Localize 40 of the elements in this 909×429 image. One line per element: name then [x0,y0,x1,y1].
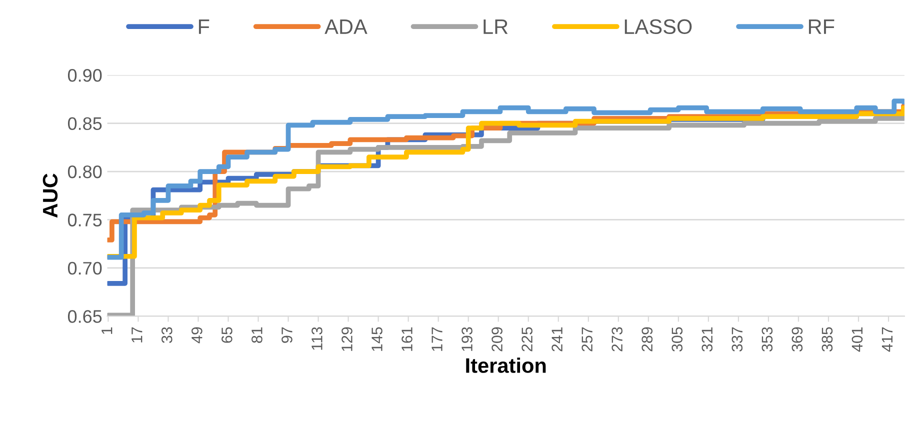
x-tick-label: 289 [642,327,653,352]
y-tick-label: 0.70 [68,262,102,275]
y-tick-label: 0.85 [68,117,102,130]
x-tick-label: 193 [462,327,472,351]
x-tick-label: 97 [282,327,292,343]
x-axis-title: Iteration [466,358,546,373]
x-tick-label: 385 [822,327,833,352]
x-tick-label: 321 [702,327,713,352]
x-tick-label: 145 [372,327,382,351]
x-tick-label: 401 [852,327,863,352]
x-tick-label: 273 [612,327,623,352]
x-tick-label: 33 [162,327,172,343]
x-tick-label: 305 [672,327,683,352]
y-tick-label: 0.65 [68,310,102,323]
legend-label: LASSO [624,19,692,34]
y-tick-label: 0.75 [68,214,102,226]
x-tick-label: 65 [222,327,232,343]
x-tick-label: 417 [882,327,892,352]
x-tick-label: 257 [582,327,592,352]
x-tick-label: 177 [432,327,442,351]
x-tick-label: 49 [192,327,202,344]
x-tick-label: 225 [522,327,532,352]
legend-label: ADA [324,20,368,34]
x-tick-label: 81 [252,327,262,343]
x-tick-label: 337 [732,327,743,352]
x-tick-label: 369 [792,327,803,352]
x-tick-label: 129 [342,327,352,351]
legend-label: F [198,20,210,34]
legend-label: RF [808,20,834,34]
y-tick-label: 0.80 [68,165,102,178]
x-tick-label: 113 [312,327,322,350]
x-tick-label: 209 [492,327,502,352]
x-tick-label: 241 [552,327,562,352]
x-tick-label: 353 [762,327,773,352]
legend-label: LR [484,20,508,34]
x-tick-label: 17 [132,327,142,342]
y-axis-title: AUC [42,174,58,218]
x-tick-label: 1 [102,327,112,334]
y-tick-label: 0.90 [68,69,102,82]
x-tick-label: 161 [402,327,412,351]
